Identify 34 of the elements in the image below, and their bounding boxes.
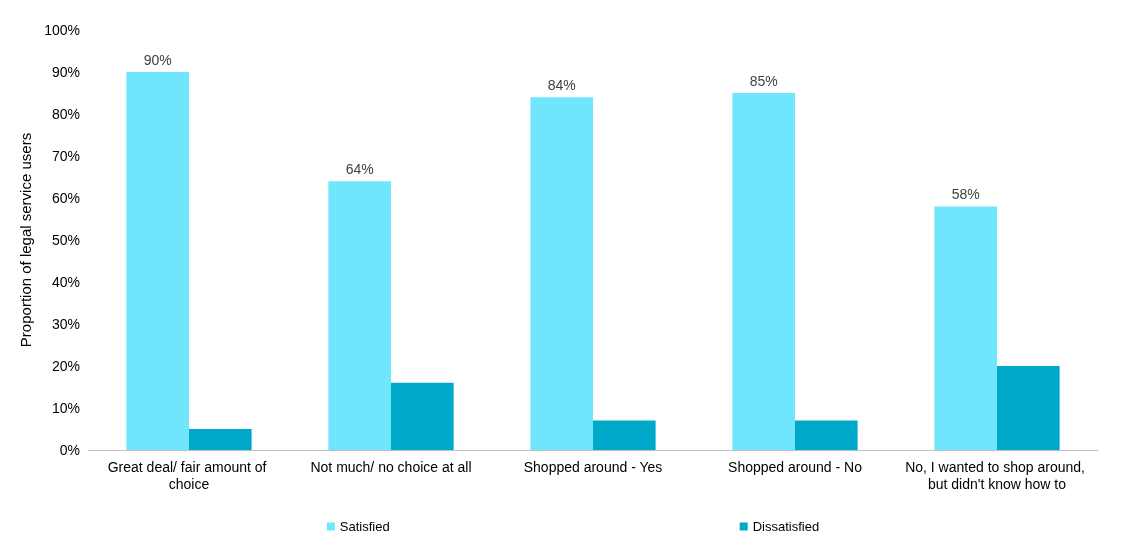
- x-tick-label: Great deal/ fair amount of choice: [107, 458, 271, 492]
- y-tick-label: 60%: [51, 190, 80, 206]
- bar: [997, 366, 1060, 450]
- bar: [328, 181, 391, 450]
- x-tick-label: No, I wanted to shop around, but didn't know how to: [905, 458, 1089, 492]
- data-label: 85%: [749, 73, 778, 89]
- data-label: 64%: [345, 161, 374, 178]
- bar: [530, 97, 593, 450]
- legend-label: Dissatisfied: [752, 519, 820, 534]
- y-tick-label: 0%: [59, 442, 80, 458]
- bar: [934, 206, 997, 450]
- y-tick-label: 20%: [51, 358, 80, 374]
- bar: [126, 72, 189, 450]
- x-tick-label: Shopped around - No: [728, 458, 863, 475]
- y-tick-label: 40%: [51, 274, 80, 290]
- y-tick-label: 70%: [51, 148, 80, 164]
- y-tick-label: 50%: [51, 232, 80, 248]
- data-label: 58%: [951, 186, 980, 203]
- bar: [795, 420, 858, 450]
- x-tick-label: Not much/ no choice at all: [310, 458, 472, 475]
- y-tick-label: 80%: [51, 106, 80, 122]
- data-label: 90%: [143, 52, 172, 68]
- y-tick-label: 30%: [51, 316, 80, 332]
- x-tick-label: Shopped around - Yes: [523, 458, 663, 475]
- bar: [593, 420, 656, 450]
- y-axis-title: Proportion of legal service users: [17, 132, 35, 348]
- bar: [732, 93, 795, 450]
- bar: [391, 382, 454, 450]
- data-label: 84%: [547, 77, 576, 94]
- bar: [189, 429, 252, 450]
- y-tick-label: 100%: [44, 22, 80, 38]
- y-tick-label: 90%: [51, 64, 80, 80]
- legend-label: Satisfied: [339, 519, 390, 534]
- y-tick-label: 10%: [51, 400, 80, 416]
